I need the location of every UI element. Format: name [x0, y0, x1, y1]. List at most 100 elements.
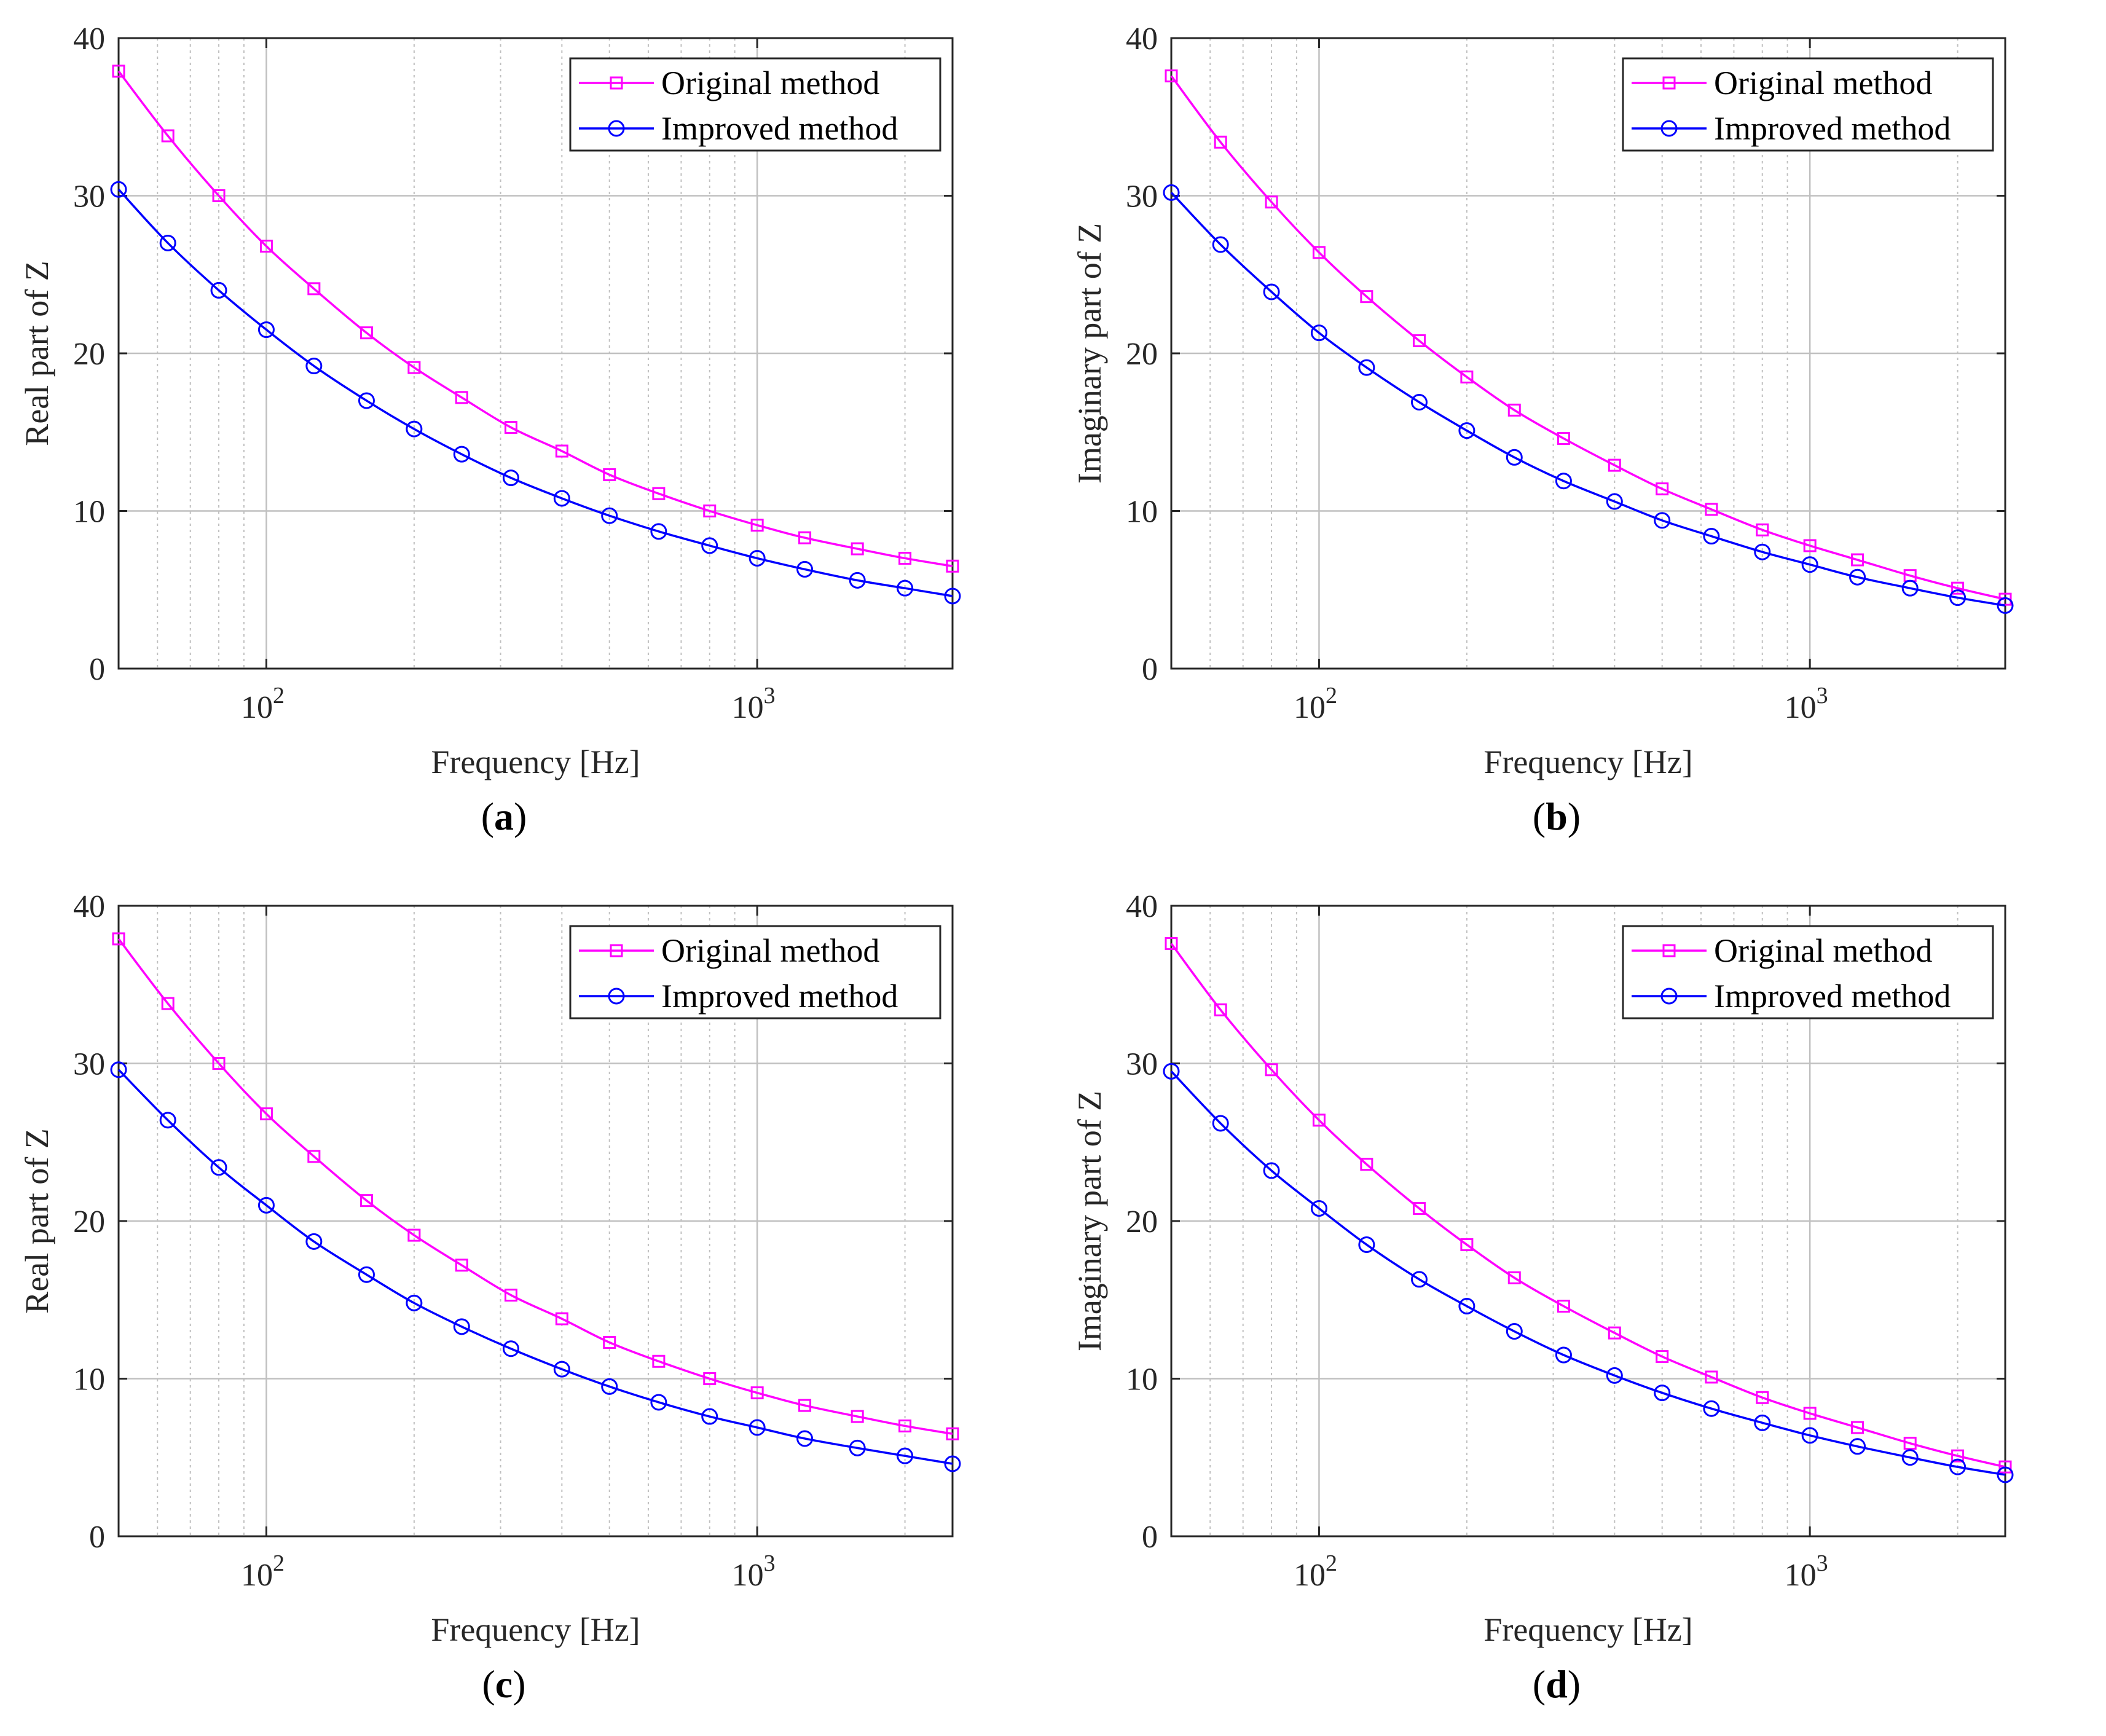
data-point-square: [307, 1150, 321, 1163]
data-point-circle: [406, 420, 423, 438]
data-point-square: [946, 1427, 959, 1440]
data-point-square: [1507, 1271, 1521, 1284]
data-point-circle: [944, 1455, 961, 1472]
y-tick-label: 0: [89, 652, 105, 687]
y-axis-label: Imaginary part of Z: [1071, 1091, 1108, 1351]
y-tick-label: 20: [73, 337, 105, 372]
series-improved: [1163, 184, 2014, 614]
data-point-square: [1460, 370, 1474, 383]
data-point-circle: [110, 181, 127, 198]
data-point-square: [212, 1057, 226, 1070]
legend-marker-square: [610, 944, 623, 957]
data-point-circle: [1458, 1298, 1475, 1315]
data-point-square: [1705, 503, 1718, 516]
data-point-circle: [1263, 283, 1280, 300]
x-tick-label: 103: [732, 1550, 776, 1593]
y-tick-label: 40: [1126, 22, 1158, 57]
data-point-circle: [748, 549, 766, 567]
data-point-circle: [1458, 422, 1475, 439]
data-point-square: [455, 391, 468, 404]
data-point-circle: [1754, 1414, 1771, 1431]
y-tick-label: 30: [73, 1047, 105, 1082]
data-point-circle: [1358, 359, 1375, 376]
legend-marker-circle: [1660, 988, 1678, 1005]
x-tick-label: 102: [241, 683, 285, 725]
data-point-circle: [1606, 493, 1623, 510]
data-point-circle: [1654, 1384, 1671, 1402]
legend-box: [1622, 925, 1994, 1019]
x-tick-label: 103: [732, 683, 776, 725]
legend-box: [569, 57, 941, 152]
data-point-square: [1360, 1158, 1373, 1171]
data-point-circle: [1703, 1400, 1720, 1417]
data-point-circle: [897, 579, 914, 597]
data-point-circle: [1901, 579, 1919, 597]
data-point-square: [1460, 1238, 1474, 1251]
data-point-square: [1656, 482, 1669, 496]
data-point-circle: [257, 1196, 275, 1214]
data-point-square: [1903, 1437, 1917, 1450]
legend-label: Improved method: [661, 110, 898, 147]
legend-marker-circle: [1660, 120, 1678, 137]
data-point-circle: [1506, 449, 1523, 466]
legend-marker-square: [1662, 944, 1676, 957]
data-point-square: [504, 1289, 517, 1302]
legend-item-original: Original method: [1632, 932, 1932, 969]
y-tick-label: 10: [1126, 1362, 1158, 1397]
data-point-square: [1265, 195, 1278, 209]
series-line: [117, 189, 953, 597]
data-point-square: [652, 487, 666, 500]
data-point-square: [1803, 1407, 1817, 1420]
series-original: [1165, 69, 2012, 606]
data-point-square: [1557, 432, 1570, 446]
data-point-square: [1557, 1300, 1570, 1313]
chart-b: 0 10 20 30 40 102 103 Frequency [Hz] Imaginary p…: [1071, 22, 2014, 780]
x-tick-label: 103: [1785, 683, 1828, 725]
data-point-square: [1312, 246, 1326, 259]
y-axis: 0 10 20 30 40: [73, 889, 953, 1555]
data-point-circle: [210, 281, 227, 299]
x-tick-label: 102: [1294, 683, 1337, 725]
legend-item-improved: Improved method: [579, 978, 898, 1015]
legend-label: Improved method: [661, 978, 898, 1015]
data-point-square: [1360, 290, 1373, 304]
chart-c: 0 10 20 30 40 102 103 Frequency [Hz] Real part o…: [18, 889, 961, 1648]
data-point-circle: [796, 1430, 814, 1447]
data-point-square: [1265, 1063, 1278, 1077]
data-point-circle: [1654, 512, 1671, 529]
panel-label-c: (c): [482, 1662, 526, 1706]
data-point-circle: [701, 537, 718, 554]
data-point-circle: [1901, 1449, 1919, 1466]
y-tick-label: 10: [73, 1362, 105, 1397]
y-axis-label: Real part of Z: [18, 261, 55, 446]
data-point-square: [1608, 458, 1621, 472]
panel-label-a-letter: a: [494, 795, 514, 838]
series-improved: [110, 181, 961, 605]
chart-a: 0 10 20 30 40 102 103 Frequency [Hz] Real part o…: [18, 22, 961, 780]
data-point-circle: [1163, 1062, 1180, 1080]
data-point-circle: [1849, 1438, 1866, 1455]
data-point-square: [1756, 523, 1769, 536]
data-point-square: [1851, 553, 1864, 567]
y-tick-label: 30: [73, 179, 105, 214]
data-point-circle: [601, 507, 618, 524]
y-axis: 0 10 20 30 40: [1126, 889, 2005, 1555]
data-point-circle: [1949, 589, 1967, 607]
y-axis-label: Imaginary part of Z: [1071, 223, 1108, 484]
legend-box: [1622, 57, 1994, 152]
data-point-circle: [305, 358, 323, 375]
y-tick-label: 30: [1126, 1047, 1158, 1082]
data-point-circle: [1801, 556, 1818, 573]
legend-item-original: Original method: [1632, 65, 1932, 101]
data-point-circle: [849, 571, 866, 589]
data-point-square: [703, 1372, 717, 1385]
data-point-square: [112, 932, 125, 946]
data-point-circle: [897, 1447, 914, 1464]
data-point-square: [1165, 69, 1178, 83]
data-point-circle: [453, 446, 470, 463]
data-point-circle: [601, 1378, 618, 1395]
data-point-square: [1507, 403, 1521, 417]
data-point-square: [750, 1386, 764, 1400]
data-point-square: [1412, 334, 1426, 347]
data-point-square: [1756, 1391, 1769, 1404]
